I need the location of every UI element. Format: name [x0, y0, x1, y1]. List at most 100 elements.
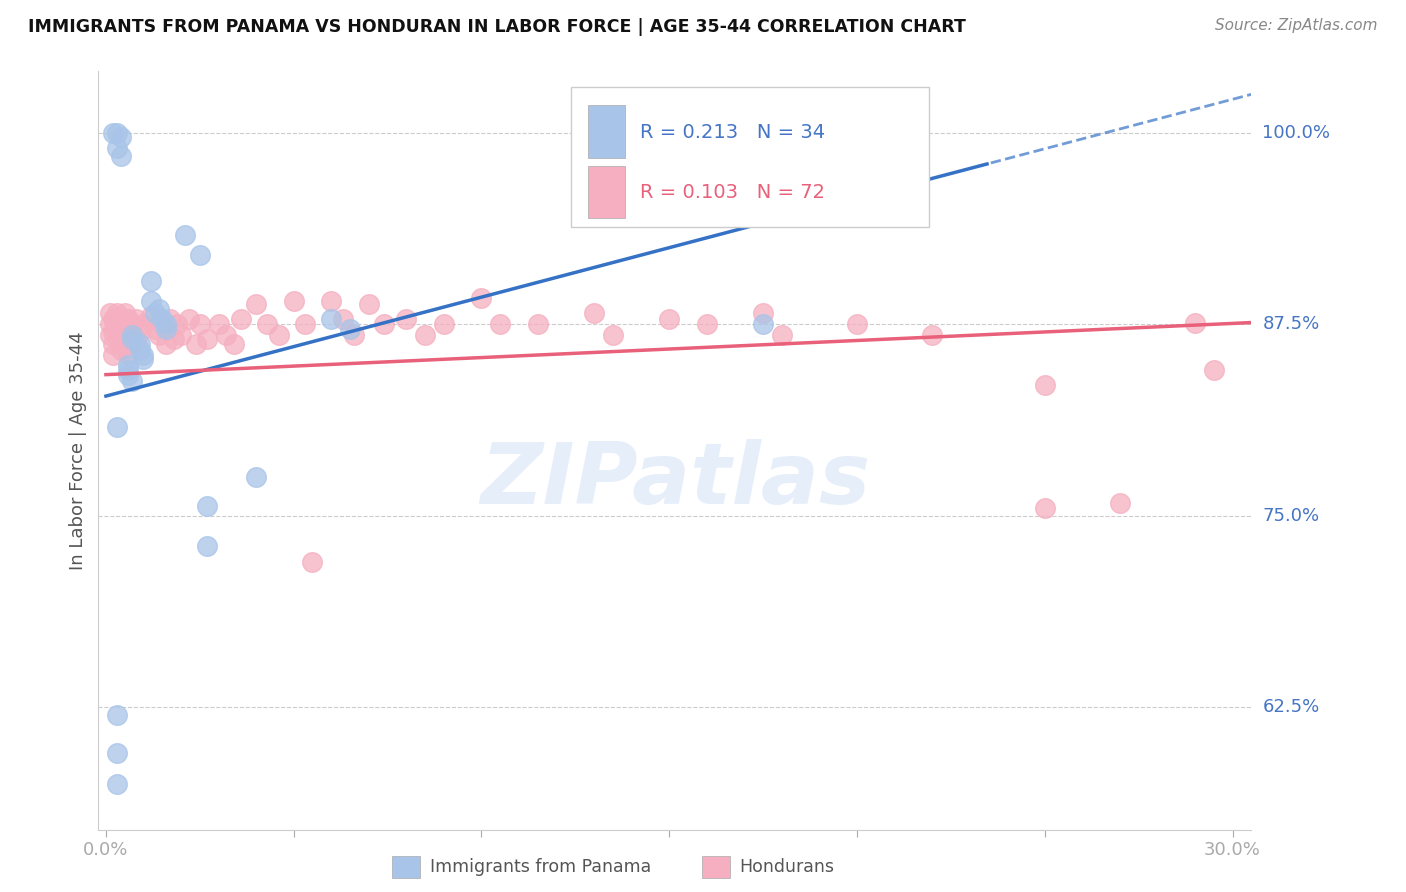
- Point: [527, 317, 550, 331]
- Point: [139, 310, 162, 324]
- FancyBboxPatch shape: [571, 87, 928, 227]
- Point: [117, 368, 139, 382]
- Point: [256, 317, 278, 331]
- Point: [658, 312, 681, 326]
- Point: [114, 306, 136, 320]
- Point: [294, 317, 316, 331]
- Point: [128, 337, 150, 351]
- Point: [696, 317, 718, 331]
- Point: [470, 291, 492, 305]
- Point: [188, 317, 211, 331]
- Y-axis label: In Labor Force | Age 35-44: In Labor Force | Age 35-44: [69, 331, 87, 570]
- Point: [98, 327, 121, 342]
- Point: [121, 327, 143, 342]
- Point: [489, 317, 512, 331]
- Point: [770, 327, 793, 342]
- Text: R = 0.213   N = 34: R = 0.213 N = 34: [640, 122, 825, 142]
- Point: [195, 539, 218, 553]
- Point: [150, 317, 173, 331]
- Point: [105, 419, 128, 434]
- Point: [207, 317, 229, 331]
- Point: [148, 301, 170, 316]
- Point: [301, 554, 323, 568]
- Point: [195, 500, 218, 514]
- Point: [117, 312, 139, 326]
- Point: [283, 294, 305, 309]
- Point: [139, 274, 162, 288]
- Point: [121, 374, 143, 388]
- Point: [148, 327, 170, 342]
- Point: [128, 325, 150, 339]
- Point: [117, 348, 139, 362]
- Point: [105, 141, 128, 155]
- Point: [159, 312, 181, 326]
- Text: 87.5%: 87.5%: [1263, 315, 1320, 333]
- Point: [583, 306, 606, 320]
- Point: [229, 312, 252, 326]
- Point: [143, 321, 166, 335]
- Point: [170, 327, 193, 342]
- Point: [321, 312, 343, 326]
- Point: [98, 317, 121, 331]
- Point: [132, 348, 155, 362]
- Point: [339, 321, 361, 335]
- Point: [373, 317, 395, 331]
- Point: [177, 312, 200, 326]
- Point: [413, 327, 436, 342]
- Point: [1033, 500, 1056, 515]
- FancyBboxPatch shape: [589, 166, 626, 219]
- Point: [117, 363, 139, 377]
- Point: [222, 337, 245, 351]
- Point: [184, 337, 207, 351]
- Point: [602, 327, 624, 342]
- Point: [117, 327, 139, 342]
- Point: [105, 776, 128, 790]
- Point: [128, 343, 150, 358]
- Point: [110, 148, 132, 162]
- Point: [155, 321, 177, 335]
- Point: [121, 333, 143, 347]
- Point: [1202, 363, 1225, 377]
- Point: [132, 352, 155, 367]
- Text: 100.0%: 100.0%: [1263, 124, 1330, 142]
- Point: [110, 312, 132, 326]
- Point: [103, 325, 125, 339]
- Text: Immigrants from Panama: Immigrants from Panama: [430, 858, 651, 876]
- Point: [105, 317, 128, 331]
- Point: [752, 306, 775, 320]
- Point: [150, 312, 173, 326]
- Point: [173, 228, 195, 243]
- Point: [105, 126, 128, 140]
- Point: [752, 317, 775, 331]
- Point: [132, 317, 155, 331]
- Text: Hondurans: Hondurans: [740, 858, 835, 876]
- Point: [188, 248, 211, 262]
- Point: [114, 317, 136, 331]
- Point: [321, 294, 343, 309]
- Point: [105, 327, 128, 342]
- Point: [114, 337, 136, 351]
- Point: [433, 317, 456, 331]
- Text: ZIPatlas: ZIPatlas: [479, 439, 870, 523]
- Point: [155, 337, 177, 351]
- Point: [195, 333, 218, 347]
- Text: IMMIGRANTS FROM PANAMA VS HONDURAN IN LABOR FORCE | AGE 35-44 CORRELATION CHART: IMMIGRANTS FROM PANAMA VS HONDURAN IN LA…: [28, 18, 966, 36]
- Point: [103, 126, 125, 140]
- Point: [343, 327, 366, 342]
- FancyBboxPatch shape: [589, 105, 626, 158]
- Point: [921, 327, 943, 342]
- Point: [121, 337, 143, 351]
- Point: [105, 707, 128, 722]
- Text: 62.5%: 62.5%: [1263, 698, 1320, 716]
- Point: [110, 343, 132, 358]
- Text: R = 0.103   N = 72: R = 0.103 N = 72: [640, 183, 825, 202]
- Point: [103, 337, 125, 351]
- Point: [1109, 496, 1132, 510]
- Point: [267, 327, 290, 342]
- Point: [357, 297, 380, 311]
- Point: [98, 306, 121, 320]
- Text: 75.0%: 75.0%: [1263, 507, 1320, 524]
- Point: [121, 317, 143, 331]
- Point: [143, 306, 166, 320]
- Point: [110, 327, 132, 342]
